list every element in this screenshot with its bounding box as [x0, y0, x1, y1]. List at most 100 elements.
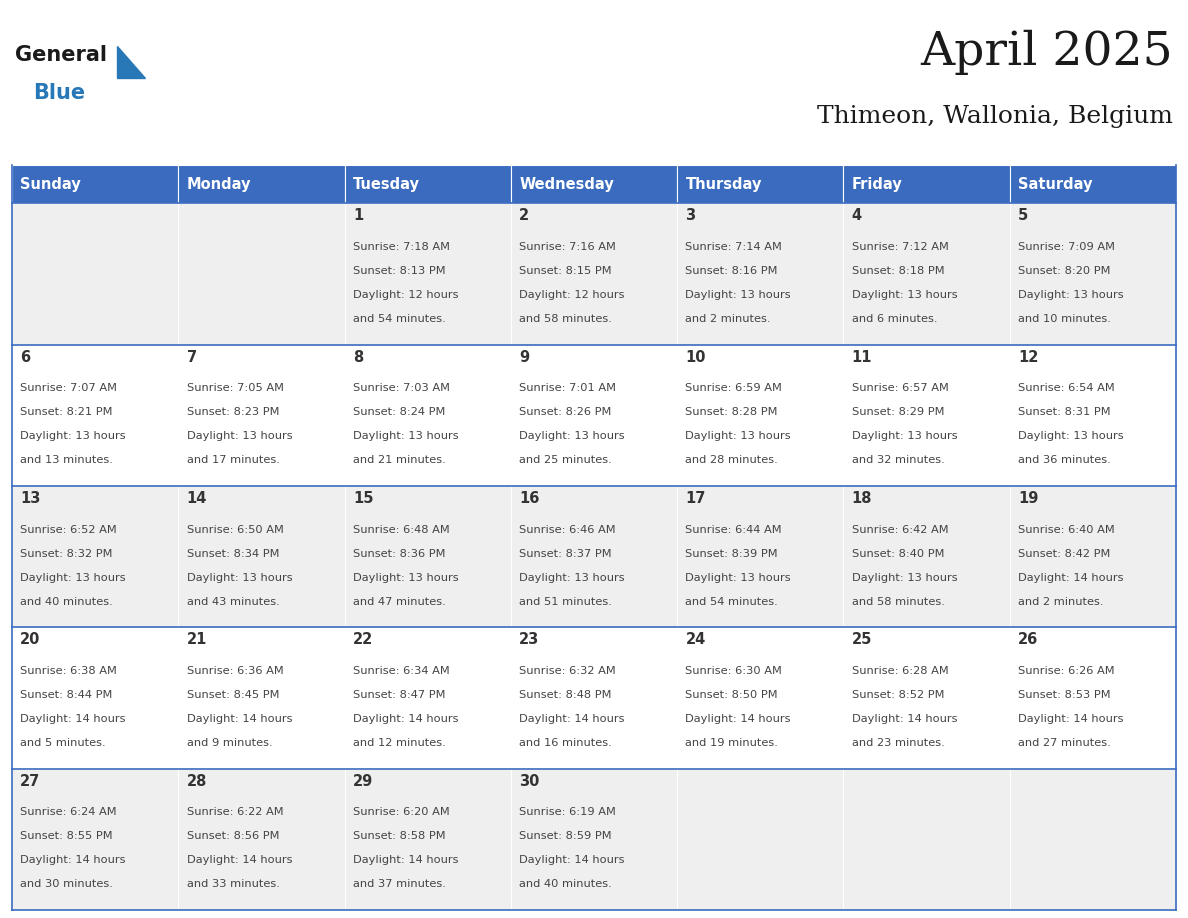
Text: 16: 16	[519, 491, 539, 506]
Text: and 17 minutes.: and 17 minutes.	[187, 455, 279, 465]
Text: 25: 25	[852, 633, 872, 647]
Bar	[1010, 627, 1176, 768]
Text: Sunrise: 6:42 AM: Sunrise: 6:42 AM	[852, 525, 948, 534]
Bar	[345, 344, 511, 486]
Text: 3: 3	[685, 208, 696, 223]
Text: Sunrise: 6:40 AM: Sunrise: 6:40 AM	[1018, 525, 1114, 534]
Text: and 27 minutes.: and 27 minutes.	[1018, 738, 1111, 748]
Bar	[511, 203, 677, 344]
Bar	[178, 344, 345, 486]
Bar	[12, 165, 178, 203]
Text: Sunset: 8:28 PM: Sunset: 8:28 PM	[685, 408, 778, 418]
Text: 20: 20	[20, 633, 40, 647]
Text: Sunrise: 6:32 AM: Sunrise: 6:32 AM	[519, 666, 615, 676]
Text: Sunset: 8:29 PM: Sunset: 8:29 PM	[852, 408, 944, 418]
Text: Daylight: 14 hours: Daylight: 14 hours	[353, 856, 459, 866]
Text: Sunset: 8:59 PM: Sunset: 8:59 PM	[519, 832, 612, 841]
Text: Daylight: 14 hours: Daylight: 14 hours	[852, 714, 958, 724]
Text: Sunset: 8:15 PM: Sunset: 8:15 PM	[519, 266, 612, 276]
Text: Sunrise: 7:05 AM: Sunrise: 7:05 AM	[187, 384, 284, 393]
Text: Daylight: 14 hours: Daylight: 14 hours	[353, 714, 459, 724]
Bar	[677, 627, 843, 768]
Bar	[1010, 203, 1176, 344]
Text: and 33 minutes.: and 33 minutes.	[187, 879, 279, 890]
Text: Sunday: Sunday	[20, 177, 81, 192]
Text: 2: 2	[519, 208, 530, 223]
Text: Daylight: 13 hours: Daylight: 13 hours	[20, 573, 126, 583]
Text: 1: 1	[353, 208, 364, 223]
Text: Daylight: 13 hours: Daylight: 13 hours	[353, 573, 459, 583]
Text: Sunrise: 6:36 AM: Sunrise: 6:36 AM	[187, 666, 284, 676]
Text: 9: 9	[519, 350, 530, 364]
Text: 10: 10	[685, 350, 706, 364]
Text: and 9 minutes.: and 9 minutes.	[187, 738, 272, 748]
Bar	[511, 486, 677, 627]
Text: Sunset: 8:16 PM: Sunset: 8:16 PM	[685, 266, 778, 276]
Text: Sunset: 8:58 PM: Sunset: 8:58 PM	[353, 832, 446, 841]
Text: Sunrise: 6:30 AM: Sunrise: 6:30 AM	[685, 666, 783, 676]
Text: Daylight: 14 hours: Daylight: 14 hours	[187, 856, 292, 866]
Text: Sunset: 8:47 PM: Sunset: 8:47 PM	[353, 690, 446, 700]
Text: 19: 19	[1018, 491, 1038, 506]
Text: Sunrise: 7:14 AM: Sunrise: 7:14 AM	[685, 242, 783, 252]
Text: Sunrise: 7:18 AM: Sunrise: 7:18 AM	[353, 242, 450, 252]
Text: and 2 minutes.: and 2 minutes.	[1018, 597, 1104, 607]
Text: Thursday: Thursday	[685, 177, 762, 192]
Bar	[345, 165, 511, 203]
Text: Sunrise: 7:07 AM: Sunrise: 7:07 AM	[20, 384, 118, 393]
Text: Daylight: 13 hours: Daylight: 13 hours	[685, 573, 791, 583]
Text: 17: 17	[685, 491, 706, 506]
Text: Sunset: 8:13 PM: Sunset: 8:13 PM	[353, 266, 446, 276]
Text: Daylight: 13 hours: Daylight: 13 hours	[353, 431, 459, 442]
Bar	[345, 768, 511, 910]
Text: 23: 23	[519, 633, 539, 647]
Bar	[677, 165, 843, 203]
Text: Daylight: 13 hours: Daylight: 13 hours	[852, 290, 958, 300]
Text: Daylight: 14 hours: Daylight: 14 hours	[519, 714, 625, 724]
Text: Thimeon, Wallonia, Belgium: Thimeon, Wallonia, Belgium	[817, 105, 1173, 128]
Bar	[677, 486, 843, 627]
Bar	[345, 203, 511, 344]
Text: Daylight: 13 hours: Daylight: 13 hours	[20, 431, 126, 442]
Text: 6: 6	[20, 350, 31, 364]
Text: Sunset: 8:37 PM: Sunset: 8:37 PM	[519, 549, 612, 559]
Text: Blue: Blue	[33, 83, 86, 103]
Text: Sunrise: 6:22 AM: Sunrise: 6:22 AM	[187, 808, 283, 817]
Text: and 25 minutes.: and 25 minutes.	[519, 455, 612, 465]
Text: Sunrise: 6:26 AM: Sunrise: 6:26 AM	[1018, 666, 1114, 676]
Text: Daylight: 14 hours: Daylight: 14 hours	[20, 714, 126, 724]
Text: Sunrise: 6:24 AM: Sunrise: 6:24 AM	[20, 808, 116, 817]
Text: Sunset: 8:36 PM: Sunset: 8:36 PM	[353, 549, 446, 559]
Text: Daylight: 14 hours: Daylight: 14 hours	[1018, 714, 1124, 724]
Text: Daylight: 13 hours: Daylight: 13 hours	[519, 573, 625, 583]
Text: Sunrise: 6:48 AM: Sunrise: 6:48 AM	[353, 525, 449, 534]
Text: Sunrise: 6:44 AM: Sunrise: 6:44 AM	[685, 525, 782, 534]
Text: 21: 21	[187, 633, 207, 647]
Text: and 54 minutes.: and 54 minutes.	[353, 314, 446, 324]
Text: and 21 minutes.: and 21 minutes.	[353, 455, 446, 465]
Text: Sunrise: 6:59 AM: Sunrise: 6:59 AM	[685, 384, 783, 393]
Text: Sunset: 8:48 PM: Sunset: 8:48 PM	[519, 690, 612, 700]
Text: Sunset: 8:21 PM: Sunset: 8:21 PM	[20, 408, 113, 418]
Text: Daylight: 14 hours: Daylight: 14 hours	[685, 714, 791, 724]
Text: and 19 minutes.: and 19 minutes.	[685, 738, 778, 748]
Text: Sunrise: 6:34 AM: Sunrise: 6:34 AM	[353, 666, 449, 676]
Text: Sunrise: 7:03 AM: Sunrise: 7:03 AM	[353, 384, 450, 393]
Text: and 12 minutes.: and 12 minutes.	[353, 738, 446, 748]
Text: and 2 minutes.: and 2 minutes.	[685, 314, 771, 324]
Text: and 37 minutes.: and 37 minutes.	[353, 879, 446, 890]
Bar	[178, 768, 345, 910]
Bar	[1010, 768, 1176, 910]
Text: and 43 minutes.: and 43 minutes.	[187, 597, 279, 607]
Text: 11: 11	[852, 350, 872, 364]
Text: Daylight: 13 hours: Daylight: 13 hours	[1018, 431, 1124, 442]
Text: 29: 29	[353, 774, 373, 789]
Text: and 30 minutes.: and 30 minutes.	[20, 879, 113, 890]
Text: Friday: Friday	[852, 177, 903, 192]
Bar	[178, 486, 345, 627]
Bar	[345, 486, 511, 627]
Bar	[12, 627, 178, 768]
Text: Sunrise: 6:46 AM: Sunrise: 6:46 AM	[519, 525, 615, 534]
Text: and 47 minutes.: and 47 minutes.	[353, 597, 446, 607]
Text: Sunset: 8:32 PM: Sunset: 8:32 PM	[20, 549, 113, 559]
